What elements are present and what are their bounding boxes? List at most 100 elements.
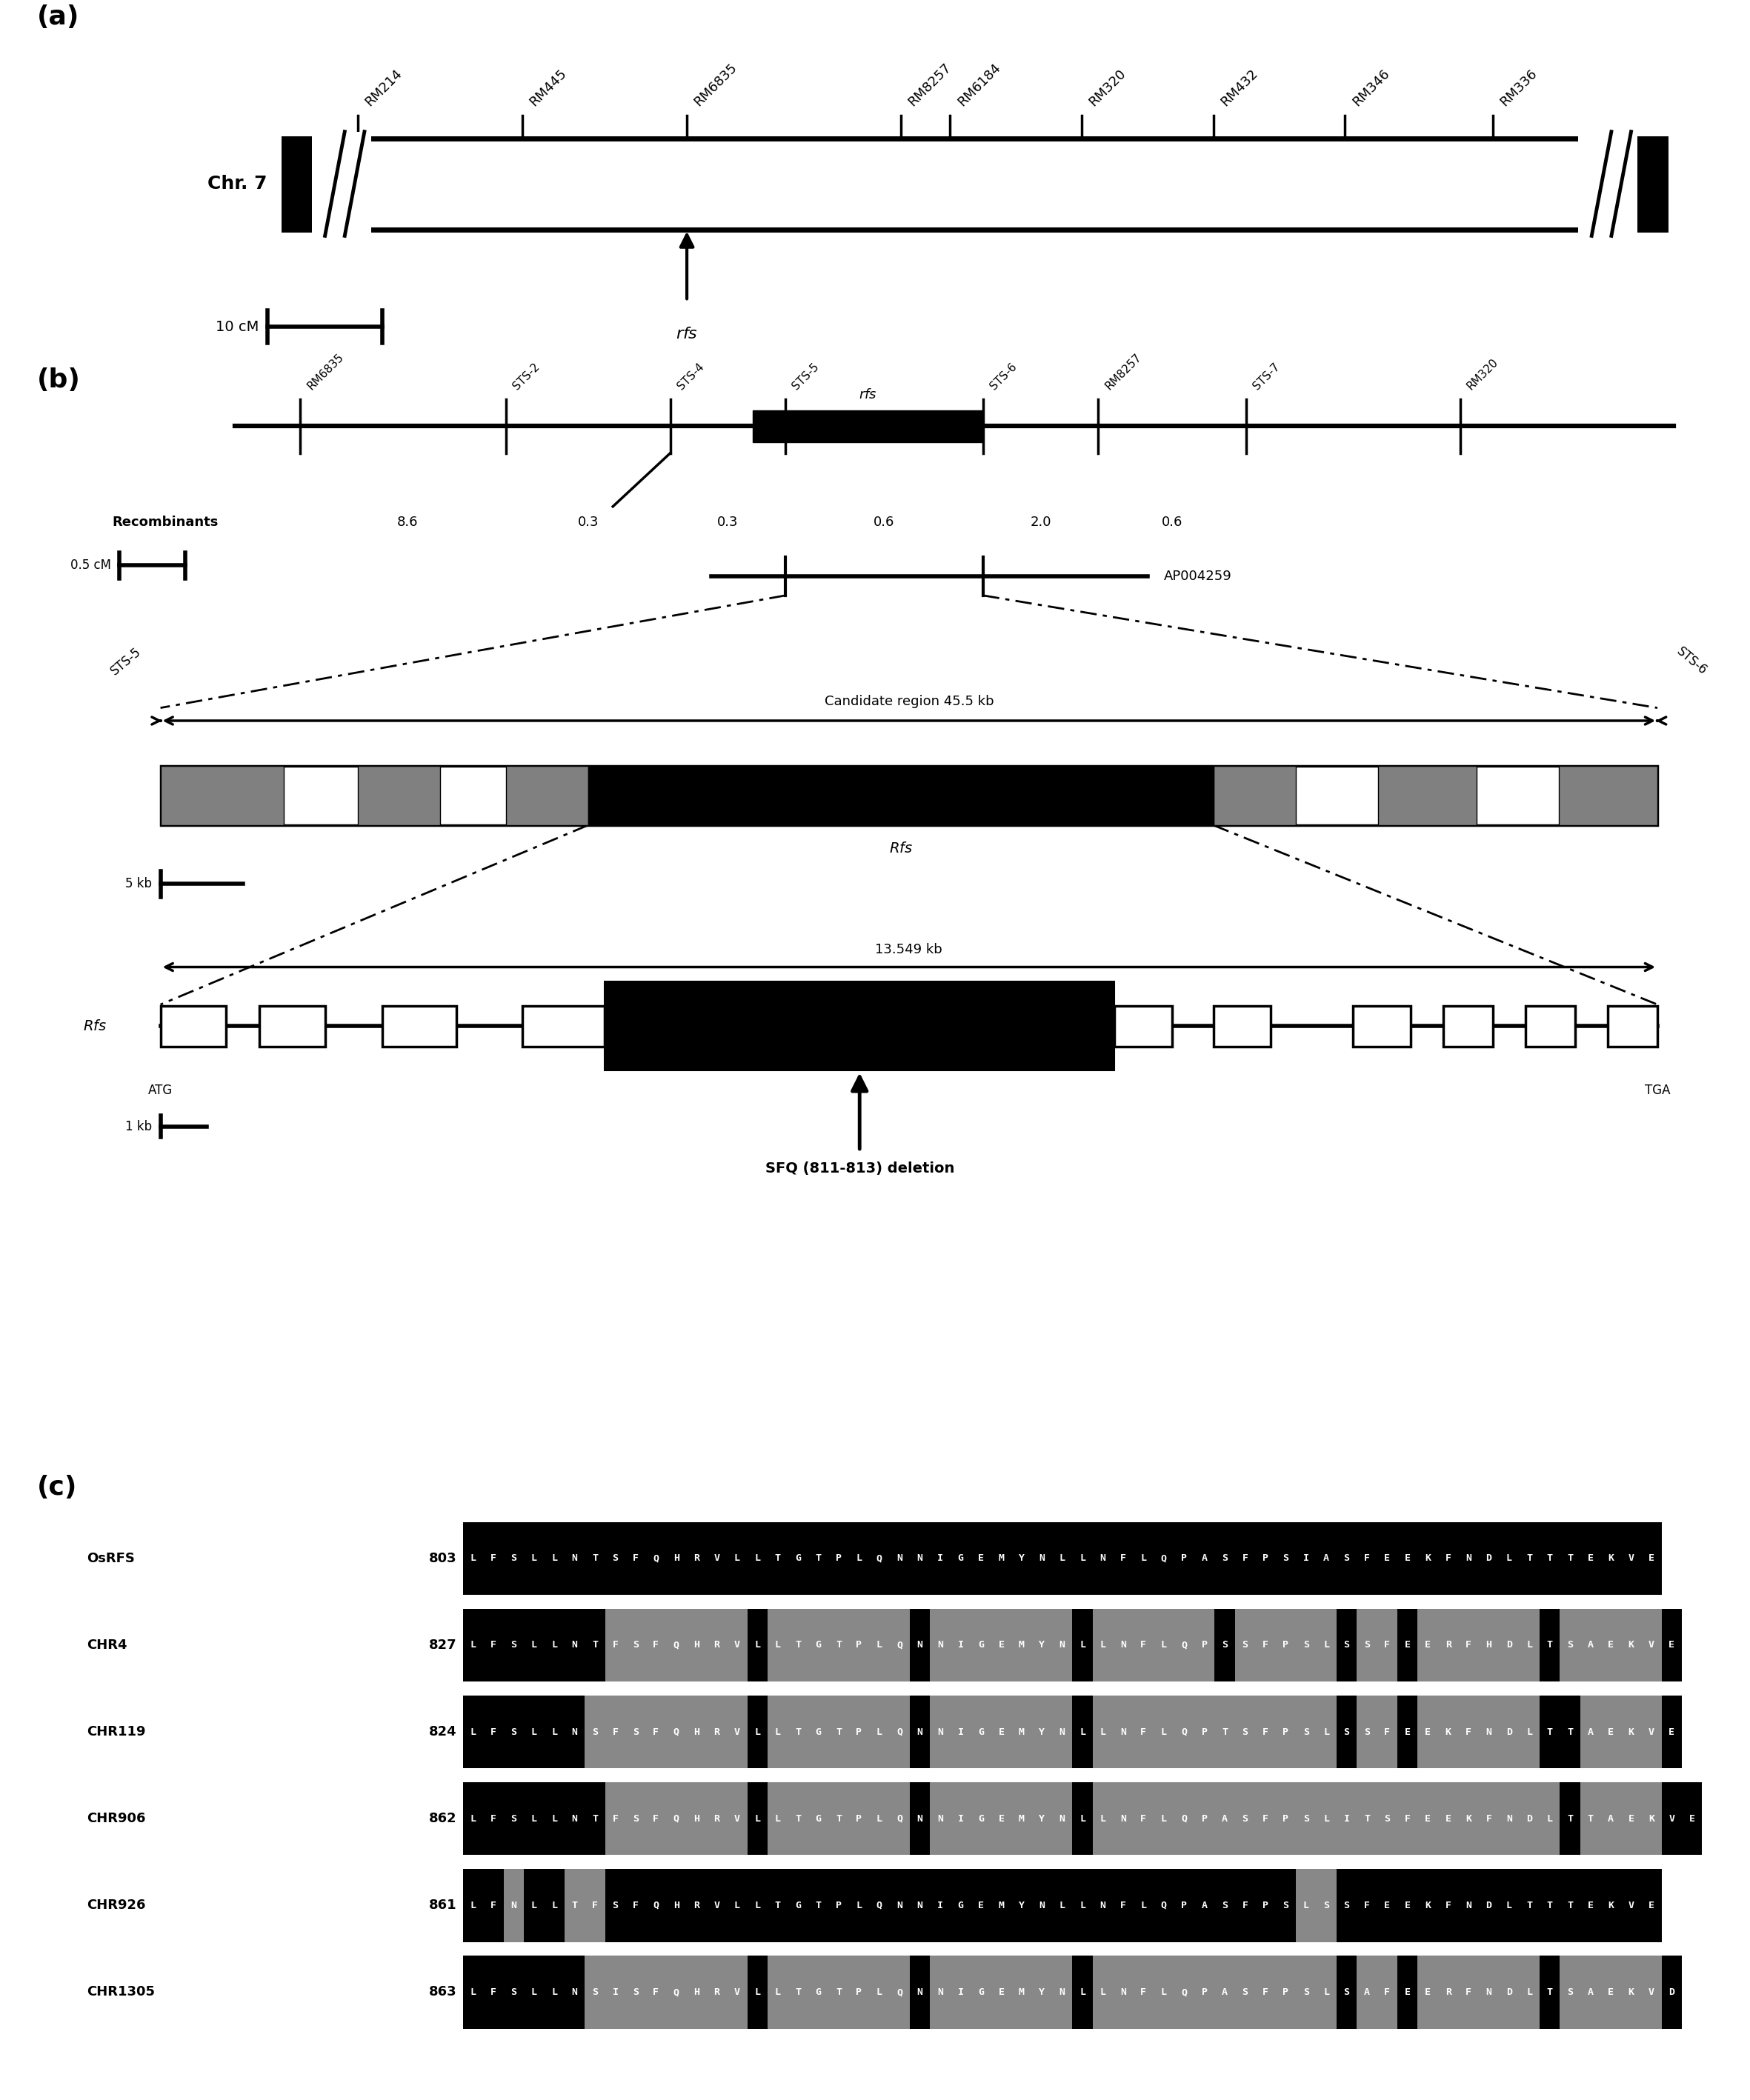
Text: 2.0: 2.0 bbox=[1031, 517, 1052, 529]
Text: L: L bbox=[1099, 1640, 1106, 1651]
Bar bbox=[544, 1783, 565, 1854]
Bar bbox=[1580, 1783, 1601, 1854]
Bar bbox=[788, 1522, 809, 1594]
Bar bbox=[990, 1955, 1012, 2029]
Bar bbox=[1356, 1869, 1377, 1942]
Bar bbox=[1601, 1522, 1620, 1594]
Bar bbox=[483, 1869, 504, 1942]
Text: L: L bbox=[1160, 1987, 1167, 1997]
Bar bbox=[1052, 1522, 1073, 1594]
Text: L: L bbox=[1141, 1900, 1146, 1911]
Bar bbox=[504, 1522, 523, 1594]
Bar bbox=[1092, 1955, 1113, 2029]
Bar bbox=[1559, 1783, 1580, 1854]
Text: F: F bbox=[632, 1900, 639, 1911]
Text: N: N bbox=[511, 1900, 516, 1911]
Text: T: T bbox=[816, 1900, 821, 1911]
Text: F: F bbox=[653, 1726, 658, 1737]
Text: F: F bbox=[632, 1554, 639, 1562]
Bar bbox=[747, 1609, 768, 1682]
Text: L: L bbox=[1507, 1554, 1512, 1562]
Text: F: F bbox=[1446, 1554, 1451, 1562]
Bar bbox=[1337, 1869, 1356, 1942]
Text: I: I bbox=[1344, 1814, 1349, 1823]
Text: Q: Q bbox=[877, 1900, 882, 1911]
Bar bbox=[870, 1869, 889, 1942]
Bar bbox=[990, 1609, 1012, 1682]
Bar bbox=[1073, 1609, 1092, 1682]
Bar bbox=[1214, 1695, 1236, 1768]
Text: G: G bbox=[816, 1640, 821, 1651]
Bar bbox=[1458, 1695, 1479, 1768]
Bar bbox=[1620, 1609, 1641, 1682]
Bar bbox=[1012, 1955, 1032, 2029]
Bar bbox=[1255, 1609, 1276, 1682]
Bar bbox=[1073, 1695, 1092, 1768]
Text: R: R bbox=[714, 1726, 719, 1737]
Bar bbox=[1052, 1695, 1073, 1768]
Text: CHR906: CHR906 bbox=[86, 1812, 145, 1825]
Text: R: R bbox=[693, 1900, 700, 1911]
Text: F: F bbox=[490, 1726, 497, 1737]
Bar bbox=[1682, 1783, 1703, 1854]
Text: K: K bbox=[1648, 1814, 1654, 1823]
Text: Q: Q bbox=[896, 1814, 903, 1823]
Bar bbox=[1353, 1006, 1411, 1046]
Bar bbox=[1642, 1695, 1661, 1768]
Text: F: F bbox=[1384, 1726, 1390, 1737]
Text: V: V bbox=[1628, 1900, 1635, 1911]
Bar bbox=[1398, 1869, 1418, 1942]
Bar bbox=[931, 1522, 950, 1594]
Bar bbox=[809, 1783, 828, 1854]
Text: S: S bbox=[1344, 1554, 1349, 1562]
Text: S: S bbox=[1566, 1640, 1573, 1651]
Bar bbox=[686, 1955, 707, 2029]
Bar bbox=[809, 1609, 828, 1682]
Bar bbox=[1052, 1869, 1073, 1942]
Bar bbox=[1559, 1869, 1580, 1942]
Text: T: T bbox=[1526, 1554, 1533, 1562]
Text: T: T bbox=[794, 1640, 802, 1651]
Bar bbox=[1213, 1006, 1271, 1046]
Text: F: F bbox=[1262, 1640, 1269, 1651]
Bar bbox=[383, 1006, 457, 1046]
Bar bbox=[1601, 1695, 1620, 1768]
Text: L: L bbox=[754, 1554, 761, 1562]
Text: D: D bbox=[1670, 1987, 1675, 1997]
Bar bbox=[625, 1955, 646, 2029]
Text: T: T bbox=[794, 1987, 802, 1997]
Text: Q: Q bbox=[1181, 1640, 1187, 1651]
Text: E: E bbox=[1405, 1987, 1411, 1997]
Text: (c): (c) bbox=[37, 1474, 77, 1499]
Text: R: R bbox=[693, 1554, 700, 1562]
Text: STS-4: STS-4 bbox=[676, 361, 707, 393]
Bar bbox=[1356, 1695, 1377, 1768]
Bar bbox=[1418, 1955, 1438, 2029]
Text: M: M bbox=[1018, 1987, 1024, 1997]
Bar bbox=[1032, 1955, 1052, 2029]
Text: V: V bbox=[714, 1900, 719, 1911]
Text: L: L bbox=[1323, 1987, 1330, 1997]
Bar bbox=[1418, 1522, 1438, 1594]
Bar bbox=[1500, 1609, 1519, 1682]
Bar bbox=[667, 1869, 686, 1942]
Bar bbox=[1276, 1609, 1295, 1682]
Text: H: H bbox=[1486, 1640, 1491, 1651]
Bar bbox=[483, 1783, 504, 1854]
Text: E: E bbox=[1424, 1640, 1432, 1651]
Text: N: N bbox=[1059, 1640, 1066, 1651]
Bar bbox=[1174, 1783, 1194, 1854]
Text: E: E bbox=[1587, 1900, 1593, 1911]
Text: L: L bbox=[471, 1814, 476, 1823]
Bar bbox=[606, 1609, 625, 1682]
Text: L: L bbox=[735, 1554, 740, 1562]
Bar bbox=[686, 1869, 707, 1942]
Text: S: S bbox=[1344, 1900, 1349, 1911]
Text: T: T bbox=[1566, 1814, 1573, 1823]
Text: T: T bbox=[837, 1987, 842, 1997]
Bar bbox=[462, 1869, 483, 1942]
Bar bbox=[889, 1955, 910, 2029]
Bar bbox=[1601, 1955, 1620, 2029]
Bar bbox=[1559, 1695, 1580, 1768]
Bar bbox=[910, 1955, 931, 2029]
